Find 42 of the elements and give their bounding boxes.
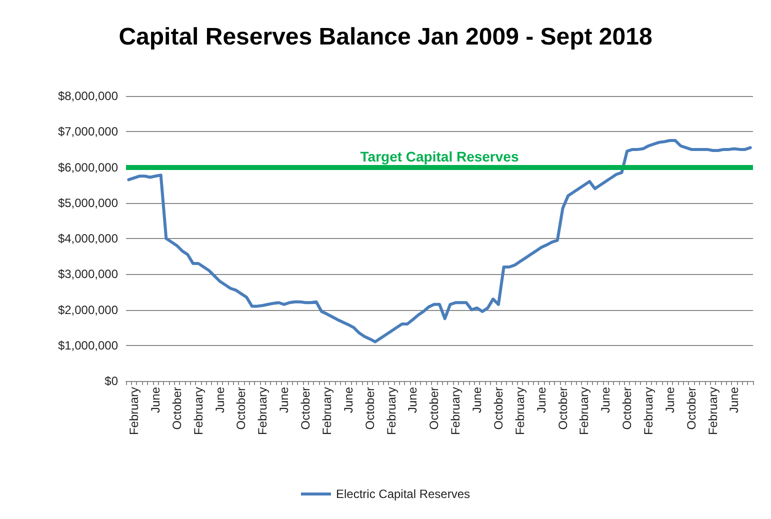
- x-tick-label: June: [470, 386, 484, 414]
- x-tick-label: October: [362, 387, 377, 430]
- x-tick-label: October: [170, 387, 184, 430]
- x-tick-label: February: [191, 387, 206, 436]
- x-tick-label: October: [427, 387, 442, 430]
- x-tick-label: February: [127, 387, 142, 436]
- x-tick-label: June: [212, 386, 227, 414]
- x-tick-label: February: [256, 387, 270, 436]
- y-tick-label: $5,000,000: [58, 196, 118, 210]
- y-tick-label: $8,000,000: [58, 89, 118, 103]
- y-tick-label: $6,000,000: [58, 160, 118, 174]
- x-tick-label: February: [320, 387, 334, 436]
- y-tick-label: $3,000,000: [58, 267, 118, 282]
- x-tick-label: June: [406, 386, 420, 414]
- x-tick-label: October: [298, 387, 313, 430]
- x-tick-label: June: [277, 386, 292, 414]
- x-tick-label: June: [341, 386, 356, 414]
- x-tick-label: October: [620, 387, 634, 430]
- x-tick-label: June: [598, 386, 613, 414]
- x-tick-label: October: [234, 387, 248, 430]
- y-tick-label: $2,000,000: [58, 302, 118, 317]
- y-tick-label: $4,000,000: [58, 232, 118, 246]
- x-tick-label: February: [577, 387, 592, 436]
- x-tick-label: June: [727, 386, 742, 414]
- line-series: [127, 139, 752, 344]
- x-tick-label: June: [148, 386, 162, 414]
- y-tick-label: $0: [104, 374, 118, 388]
- x-tick-label: February: [448, 387, 463, 436]
- x-tick-label: June: [534, 386, 548, 414]
- x-tick-label: June: [662, 386, 677, 414]
- x-tick-label: February: [642, 387, 656, 436]
- y-tick-label: $7,000,000: [58, 124, 118, 139]
- x-tick-label: October: [491, 387, 506, 430]
- x-tick-label: February: [384, 387, 398, 436]
- legend-label: Electric Capital Reserves: [336, 487, 470, 501]
- ref-line-label: Target Capital Reserves: [360, 148, 519, 164]
- x-tick-label: October: [684, 387, 698, 430]
- x-tick-label: February: [706, 387, 720, 436]
- x-tick-label: February: [512, 387, 527, 436]
- y-tick-label: $1,000,000: [58, 338, 118, 352]
- x-tick-label: October: [556, 387, 570, 430]
- chart-title: Capital Reserves Balance Jan 2009 - Sept 2018: [118, 24, 652, 50]
